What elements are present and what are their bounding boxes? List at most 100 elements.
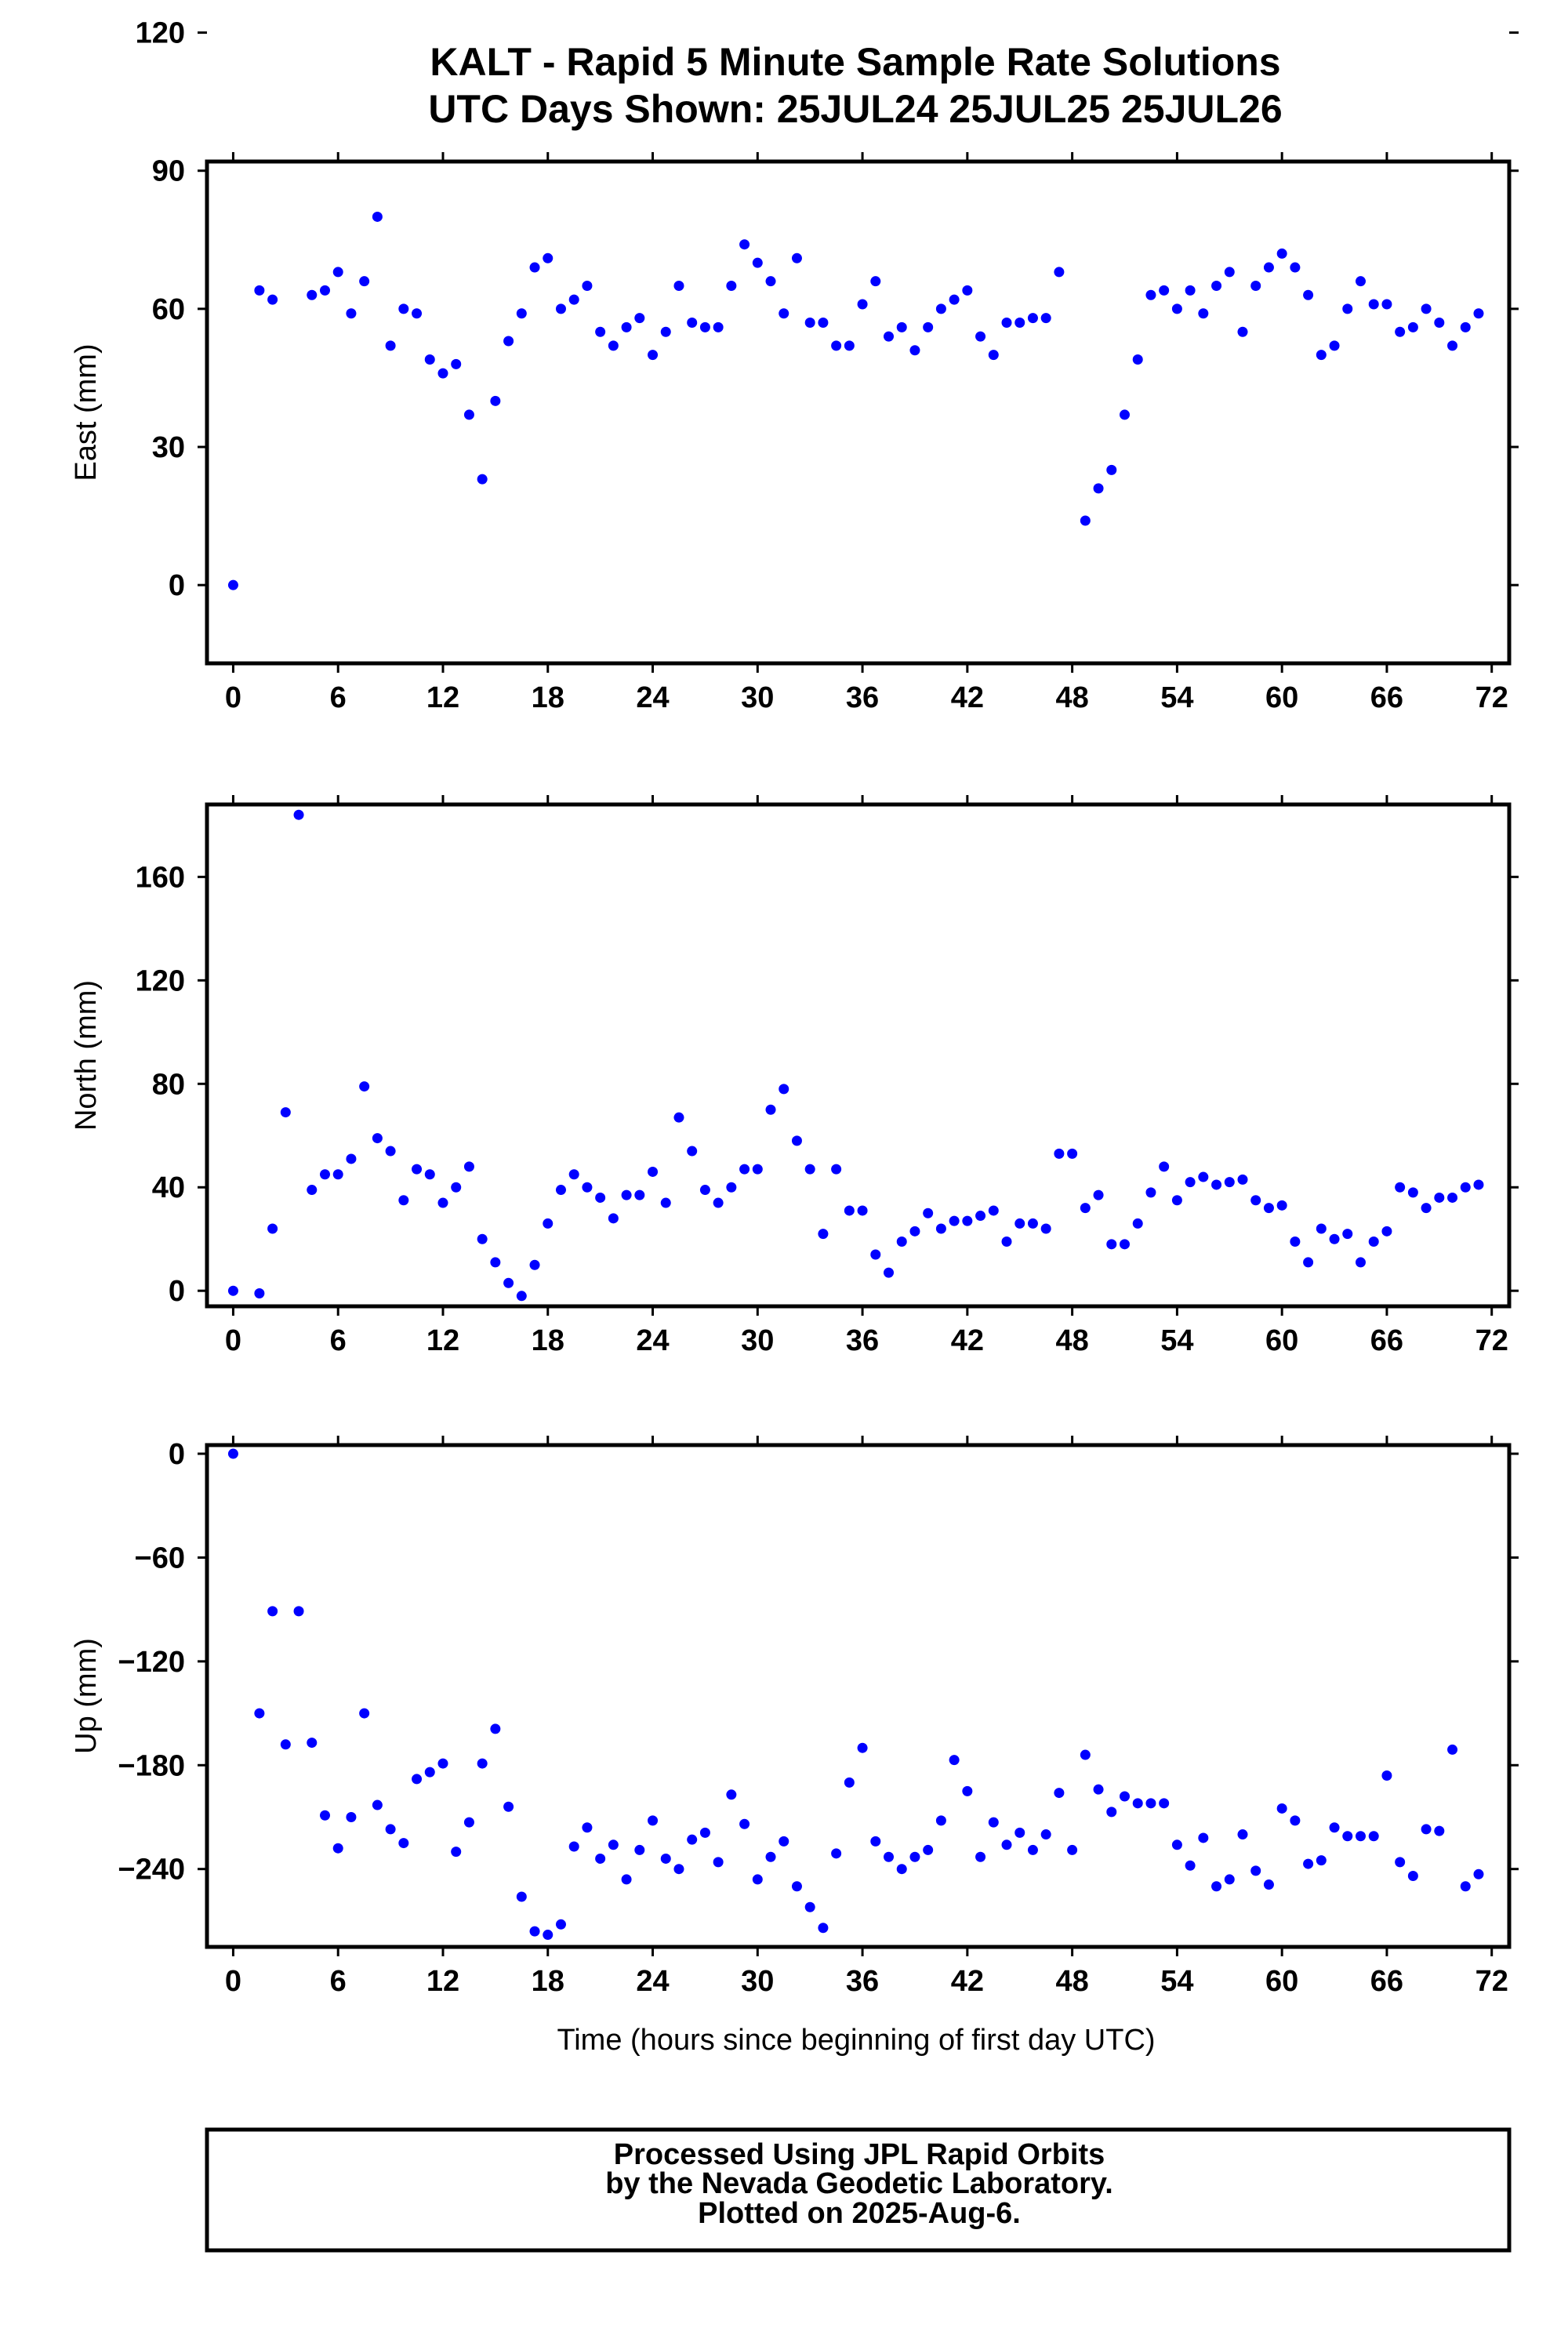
up-data-point <box>1263 1879 1274 1890</box>
east-data-point <box>1381 299 1392 310</box>
east-y-tick-label: 90 <box>152 155 185 188</box>
up-data-point <box>962 1785 973 1796</box>
east-y-tick-label: 30 <box>152 431 185 464</box>
up-data-point <box>935 1815 946 1826</box>
east-data-point <box>660 326 671 337</box>
east-data-point <box>831 340 842 351</box>
up-data-point <box>621 1874 632 1885</box>
east-data-point <box>988 350 999 361</box>
footer-line-2: by the Nevada Geodetic Laboratory. <box>605 2167 1113 2200</box>
north-data-point <box>791 1135 802 1146</box>
up-data-point <box>1355 1831 1366 1842</box>
east-data-point <box>1473 308 1484 319</box>
north-data-point <box>1159 1161 1170 1172</box>
north-data-point <box>1434 1192 1445 1203</box>
up-data-point <box>254 1708 265 1719</box>
up-data-point <box>896 1864 907 1875</box>
up-data-point <box>1434 1825 1445 1836</box>
east-data-point <box>1342 303 1353 314</box>
east-data-point <box>1120 409 1131 420</box>
up-data-point <box>634 1844 645 1855</box>
north-data-point <box>227 1285 238 1296</box>
up-data-point <box>673 1864 684 1875</box>
footer-line-3: Plotted on 2025-Aug-6. <box>698 2197 1021 2230</box>
east-data-point <box>1224 267 1235 278</box>
east-data-point <box>1290 262 1301 273</box>
north-data-point <box>962 1215 973 1226</box>
north-data-point <box>1027 1218 1038 1229</box>
north-data-point <box>896 1237 907 1247</box>
north-data-point <box>844 1205 855 1216</box>
up-x-tick-label: 72 <box>1475 1965 1508 1998</box>
north-data-point <box>1421 1203 1432 1214</box>
up-y-tick-label: 0 <box>169 1438 185 1471</box>
up-data-point <box>1093 1784 1104 1795</box>
north-x-tick-label: 36 <box>846 1324 879 1357</box>
north-data-point <box>1120 1239 1131 1250</box>
east-data-point <box>1145 289 1156 300</box>
up-data-point <box>463 1817 474 1828</box>
north-series <box>227 809 1484 1302</box>
up-data-point <box>319 1810 330 1821</box>
up-data-point <box>516 1891 527 1902</box>
up-data-point <box>1106 1807 1117 1818</box>
east-y-axis-label: East (mm) <box>70 343 103 481</box>
east-data-point <box>648 350 659 361</box>
up-data-point <box>949 1755 960 1766</box>
up-data-point <box>975 1851 986 1862</box>
up-data-point <box>1303 1858 1314 1869</box>
north-data-point <box>1132 1218 1143 1229</box>
east-data-point <box>804 318 815 329</box>
east-data-point <box>1093 483 1104 494</box>
north-data-point <box>1355 1257 1366 1268</box>
up-data-point <box>1447 1744 1458 1755</box>
up-data-point <box>1120 1791 1131 1802</box>
east-data-point <box>962 285 973 296</box>
up-plot-frame <box>205 1443 1512 1949</box>
east-data-point <box>1250 281 1261 292</box>
north-data-point <box>319 1169 330 1180</box>
north-x-tick-label: 18 <box>532 1324 564 1357</box>
up-data-point <box>280 1739 291 1750</box>
up-data-point <box>765 1851 776 1862</box>
east-data-point <box>1080 515 1091 526</box>
north-data-point <box>818 1229 829 1240</box>
east-data-point <box>1211 281 1222 292</box>
up-data-point <box>1067 1844 1078 1855</box>
east-data-point <box>503 336 514 347</box>
east-x-tick-label: 30 <box>741 681 774 714</box>
up-data-point <box>582 1822 593 1833</box>
east-data-point <box>424 354 435 365</box>
up-data-point <box>595 1853 606 1864</box>
north-data-point <box>1263 1203 1274 1214</box>
up-data-point <box>359 1708 370 1719</box>
up-x-tick-label: 36 <box>846 1965 879 1998</box>
east-data-point <box>451 358 462 369</box>
north-data-point <box>1224 1177 1235 1188</box>
north-y-tick-label: 80 <box>152 1068 185 1101</box>
north-data-point <box>280 1107 291 1118</box>
east-x-tick-label: 6 <box>330 681 347 714</box>
north-data-point <box>293 809 304 820</box>
north-data-point <box>1237 1174 1248 1185</box>
north-data-point <box>923 1208 934 1218</box>
north-data-point <box>1381 1226 1392 1237</box>
up-data-point <box>1473 1868 1484 1879</box>
north-data-point <box>713 1197 724 1208</box>
east-y-tick-label: 60 <box>152 293 185 326</box>
north-data-point <box>687 1146 698 1157</box>
north-data-point <box>988 1205 999 1216</box>
north-data-point <box>332 1169 343 1180</box>
north-panel: 0 6 12 18 24 30 36 42 48 54 60 66 72 0 40 80 120 160 North… <box>70 795 1519 1357</box>
up-data-point <box>372 1799 383 1810</box>
north-data-point <box>739 1164 750 1175</box>
up-y-tick-label: −120 <box>118 1646 185 1679</box>
east-y-tick-label: 0 <box>169 569 185 602</box>
north-data-point <box>1001 1237 1012 1247</box>
east-data-point <box>1237 326 1248 337</box>
north-x-tick-label: 42 <box>951 1324 984 1357</box>
north-data-point <box>1250 1195 1261 1206</box>
up-data-point <box>1342 1831 1353 1842</box>
footer-line-1: Processed Using JPL Rapid Orbits <box>614 2138 1105 2171</box>
north-data-point <box>398 1195 409 1206</box>
